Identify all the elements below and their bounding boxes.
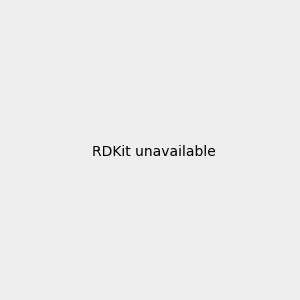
Text: RDKit unavailable: RDKit unavailable (92, 145, 216, 158)
